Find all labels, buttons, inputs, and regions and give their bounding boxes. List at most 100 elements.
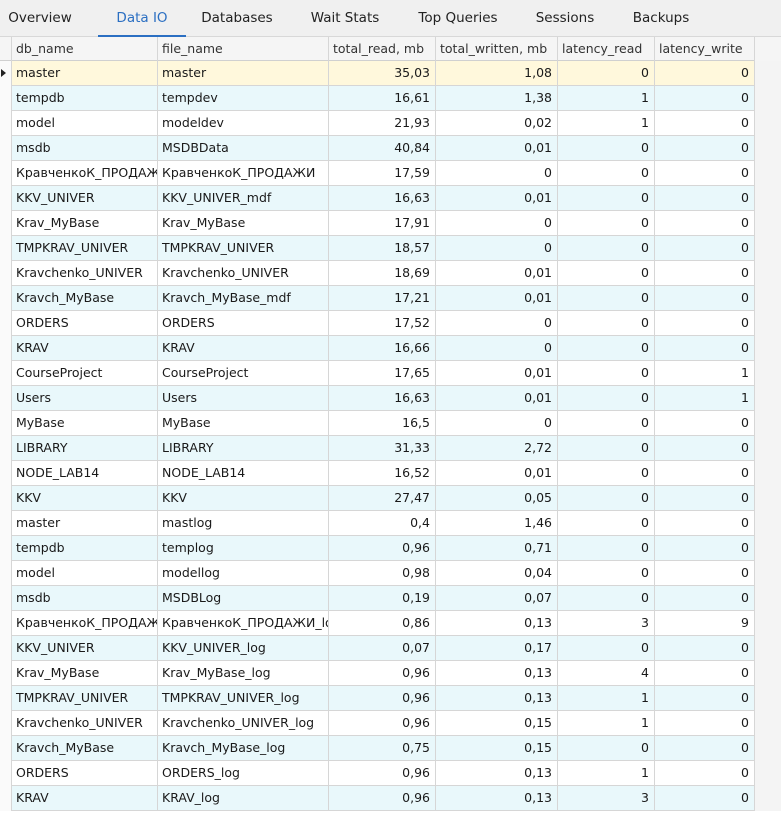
cell-latency-write[interactable]: 9: [655, 611, 755, 636]
cell-total-written[interactable]: 0,13: [436, 686, 558, 711]
cell-latency-read[interactable]: 0: [558, 336, 655, 361]
cell-total-read[interactable]: 0,86: [329, 611, 436, 636]
cell-total-read[interactable]: 17,21: [329, 286, 436, 311]
cell-latency-write[interactable]: 0: [655, 236, 755, 261]
cell-total-written[interactable]: 0,13: [436, 661, 558, 686]
row-indicator[interactable]: [0, 486, 12, 511]
cell-total-read[interactable]: 31,33: [329, 436, 436, 461]
cell-db-name[interactable]: Kravchenko_UNIVER: [12, 261, 158, 286]
row-indicator[interactable]: [0, 786, 12, 811]
cell-latency-write[interactable]: 0: [655, 586, 755, 611]
cell-db-name[interactable]: ORDERS: [12, 761, 158, 786]
cell-db-name[interactable]: model: [12, 561, 158, 586]
cell-file-name[interactable]: MSDBLog: [158, 586, 329, 611]
cell-total-written[interactable]: 0,13: [436, 786, 558, 811]
cell-latency-read[interactable]: 1: [558, 711, 655, 736]
cell-total-written[interactable]: 0,15: [436, 711, 558, 736]
cell-file-name[interactable]: modellog: [158, 561, 329, 586]
row-indicator[interactable]: [0, 511, 12, 536]
cell-db-name[interactable]: master: [12, 61, 158, 86]
cell-latency-write[interactable]: 0: [655, 711, 755, 736]
cell-total-read[interactable]: 17,52: [329, 311, 436, 336]
cell-total-written[interactable]: 1,46: [436, 511, 558, 536]
table-row[interactable]: KKV_UNIVER KKV_UNIVER_mdf 16,63 0,01 0 0: [0, 186, 781, 211]
cell-latency-write[interactable]: 0: [655, 411, 755, 436]
cell-total-written[interactable]: 0,02: [436, 111, 558, 136]
cell-latency-write[interactable]: 0: [655, 286, 755, 311]
row-indicator[interactable]: [0, 286, 12, 311]
cell-total-read[interactable]: 0,75: [329, 736, 436, 761]
cell-latency-write[interactable]: 0: [655, 686, 755, 711]
cell-file-name[interactable]: Krav_MyBase: [158, 211, 329, 236]
table-row[interactable]: KKV KKV 27,47 0,05 0 0: [0, 486, 781, 511]
cell-total-written[interactable]: 1,08: [436, 61, 558, 86]
cell-latency-read[interactable]: 0: [558, 161, 655, 186]
cell-file-name[interactable]: Kravchenko_UNIVER_log: [158, 711, 329, 736]
cell-total-written[interactable]: 0,01: [436, 361, 558, 386]
table-row[interactable]: NODE_LAB14 NODE_LAB14 16,52 0,01 0 0: [0, 461, 781, 486]
table-row[interactable]: model modellog 0,98 0,04 0 0: [0, 561, 781, 586]
column-header-latency-read[interactable]: latency_read: [558, 37, 655, 61]
table-row[interactable]: KRAV KRAV 16,66 0 0 0: [0, 336, 781, 361]
cell-file-name[interactable]: Krav_MyBase_log: [158, 661, 329, 686]
table-row[interactable]: msdb MSDBData 40,84 0,01 0 0: [0, 136, 781, 161]
cell-total-written[interactable]: 0: [436, 211, 558, 236]
table-row[interactable]: КравченкоК_ПРОДАЖИ КравченкоК_ПРОДАЖИ 17,5…: [0, 161, 781, 186]
cell-file-name[interactable]: NODE_LAB14: [158, 461, 329, 486]
table-row[interactable]: model modeldev 21,93 0,02 1 0: [0, 111, 781, 136]
cell-latency-write[interactable]: 0: [655, 61, 755, 86]
cell-latency-read[interactable]: 1: [558, 86, 655, 111]
table-row[interactable]: ORDERS ORDERS_log 0,96 0,13 1 0: [0, 761, 781, 786]
cell-latency-read[interactable]: 0: [558, 361, 655, 386]
cell-total-read[interactable]: 0,96: [329, 661, 436, 686]
cell-latency-write[interactable]: 0: [655, 511, 755, 536]
cell-db-name[interactable]: CourseProject: [12, 361, 158, 386]
row-indicator[interactable]: [0, 536, 12, 561]
cell-file-name[interactable]: modeldev: [158, 111, 329, 136]
cell-total-read[interactable]: 0,96: [329, 711, 436, 736]
cell-file-name[interactable]: Users: [158, 386, 329, 411]
cell-db-name[interactable]: Kravchenko_UNIVER: [12, 711, 158, 736]
cell-total-written[interactable]: 0,13: [436, 761, 558, 786]
row-indicator[interactable]: [0, 461, 12, 486]
row-indicator[interactable]: [0, 211, 12, 236]
column-header-db-name[interactable]: db_name: [12, 37, 158, 61]
cell-file-name[interactable]: templog: [158, 536, 329, 561]
cell-total-written[interactable]: 0,01: [436, 136, 558, 161]
row-indicator[interactable]: [0, 561, 12, 586]
row-indicator[interactable]: [0, 311, 12, 336]
cell-db-name[interactable]: LIBRARY: [12, 436, 158, 461]
cell-latency-write[interactable]: 0: [655, 636, 755, 661]
cell-file-name[interactable]: TMPKRAV_UNIVER_log: [158, 686, 329, 711]
tab-backups[interactable]: Backups: [632, 10, 690, 26]
cell-file-name[interactable]: KKV: [158, 486, 329, 511]
cell-latency-write[interactable]: 0: [655, 436, 755, 461]
cell-file-name[interactable]: mastlog: [158, 511, 329, 536]
cell-db-name[interactable]: TMPKRAV_UNIVER: [12, 236, 158, 261]
cell-db-name[interactable]: Kravch_MyBase: [12, 286, 158, 311]
table-row[interactable]: Kravch_MyBase Kravch_MyBase_mdf 17,21 0,01 0…: [0, 286, 781, 311]
row-indicator[interactable]: [0, 386, 12, 411]
cell-file-name[interactable]: KRAV: [158, 336, 329, 361]
tab-wait-stats[interactable]: Wait Stats: [310, 10, 380, 26]
table-row[interactable]: CourseProject CourseProject 17,65 0,01 0 1: [0, 361, 781, 386]
cell-total-read[interactable]: 16,63: [329, 186, 436, 211]
cell-latency-read[interactable]: 0: [558, 586, 655, 611]
cell-total-read[interactable]: 0,07: [329, 636, 436, 661]
cell-latency-read[interactable]: 0: [558, 286, 655, 311]
cell-total-read[interactable]: 17,65: [329, 361, 436, 386]
cell-total-read[interactable]: 16,5: [329, 411, 436, 436]
cell-total-written[interactable]: 0,01: [436, 261, 558, 286]
cell-total-read[interactable]: 16,63: [329, 386, 436, 411]
cell-total-read[interactable]: 17,59: [329, 161, 436, 186]
row-indicator[interactable]: [0, 686, 12, 711]
cell-latency-read[interactable]: 0: [558, 61, 655, 86]
cell-db-name[interactable]: Krav_MyBase: [12, 661, 158, 686]
cell-total-written[interactable]: 2,72: [436, 436, 558, 461]
cell-latency-write[interactable]: 0: [655, 661, 755, 686]
table-row[interactable]: TMPKRAV_UNIVER TMPKRAV_UNIVER 18,57 0 0 0: [0, 236, 781, 261]
cell-total-written[interactable]: 1,38: [436, 86, 558, 111]
cell-total-read[interactable]: 0,96: [329, 536, 436, 561]
cell-file-name[interactable]: MyBase: [158, 411, 329, 436]
cell-latency-read[interactable]: 0: [558, 736, 655, 761]
